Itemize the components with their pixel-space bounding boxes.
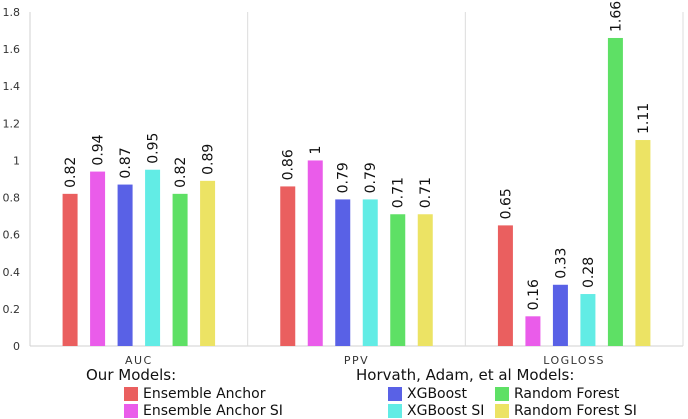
y-tick-label: 0 — [13, 340, 20, 353]
y-tick-label: 1.2 — [3, 117, 21, 130]
y-tick-label: 0.2 — [3, 303, 21, 316]
legend-label: Ensemble Anchor — [143, 386, 266, 402]
bar — [117, 184, 133, 346]
data-label: 1.11 — [636, 103, 652, 134]
data-label: 0.28 — [581, 257, 597, 288]
data-label: 0.89 — [201, 144, 217, 175]
data-label: 0.87 — [118, 147, 134, 178]
data-label: 0.71 — [418, 177, 434, 208]
y-tick-label: 0.8 — [3, 192, 21, 205]
legend-item-random-forest: Random Forest — [495, 386, 619, 402]
data-label: 0.95 — [146, 133, 162, 164]
legend-item-random-forest-si: Random Forest SI — [495, 403, 637, 419]
legend-label: XGBoost — [407, 386, 467, 402]
legend-label: Random Forest — [514, 386, 620, 402]
data-label: 0.79 — [363, 162, 379, 193]
bar — [200, 180, 216, 346]
legend-item-ensemble-anchor-si: Ensemble Anchor SI — [124, 403, 283, 419]
legend-group-title-our-models: Our Models: — [86, 366, 177, 384]
data-label: 0.94 — [91, 134, 107, 165]
legend-item-xgboost: XGBoost — [388, 386, 467, 402]
x-tick-label: PPV — [344, 354, 369, 367]
bar — [497, 225, 513, 346]
data-label: 0.79 — [336, 162, 352, 193]
bar — [280, 186, 296, 346]
y-tick-label: 0.6 — [3, 229, 21, 242]
x-tick-label: AUC — [125, 354, 153, 367]
data-label: 0.82 — [173, 157, 189, 188]
bar — [635, 140, 651, 346]
data-label: 0.33 — [553, 248, 569, 279]
bar — [552, 284, 568, 346]
bar — [525, 316, 541, 346]
y-tick-label: 1.6 — [3, 43, 21, 56]
data-label: 1.66 — [608, 1, 624, 32]
data-label: 0.65 — [498, 188, 514, 219]
bar — [62, 193, 78, 346]
legend-swatch — [388, 404, 402, 418]
legend-label: XGBoost SI — [407, 403, 485, 419]
y-tick-label: 1.8 — [3, 6, 21, 19]
y-tick-label: 0.4 — [3, 266, 21, 279]
bar — [362, 199, 378, 346]
data-label: 0.86 — [281, 149, 297, 180]
legend-swatch — [124, 387, 138, 401]
x-tick-label: LOGLOSS — [543, 354, 605, 367]
legend-label: Ensemble Anchor SI — [143, 403, 283, 419]
legend-item-xgboost-si: XGBoost SI — [388, 403, 484, 419]
data-label: 1 — [308, 146, 324, 155]
legend-item-ensemble-anchor: Ensemble Anchor — [124, 386, 265, 402]
data-label: 0.16 — [526, 279, 542, 310]
data-label: 0.71 — [391, 177, 407, 208]
bar — [417, 214, 433, 346]
legend-swatch — [495, 387, 509, 401]
bar — [335, 199, 351, 346]
y-tick-label: 1 — [13, 154, 20, 167]
bar — [390, 214, 406, 346]
bar — [307, 160, 323, 346]
legend-group-title-horvath-models: Horvath, Adam, et al Models: — [356, 366, 575, 384]
bar — [580, 294, 596, 346]
bar — [172, 193, 188, 346]
bar — [90, 171, 106, 346]
y-tick-label: 1.4 — [3, 80, 21, 93]
legend-swatch — [388, 387, 402, 401]
legend-swatch — [495, 404, 509, 418]
data-label: 0.82 — [63, 157, 79, 188]
legend-swatch — [124, 404, 138, 418]
bar — [607, 37, 623, 346]
legend-label: Random Forest SI — [514, 403, 637, 419]
bar — [145, 169, 161, 346]
